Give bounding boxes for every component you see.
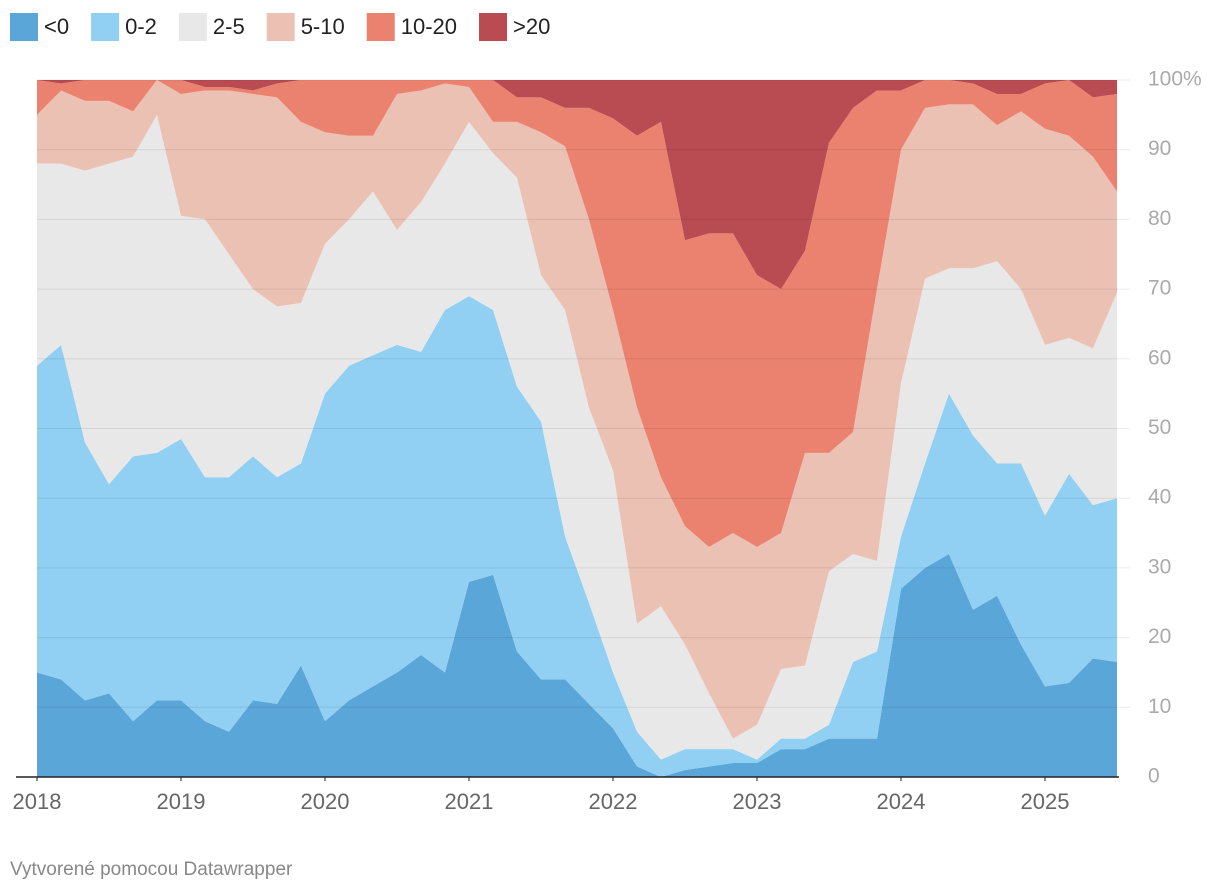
x-tick-label: 2025: [1021, 789, 1070, 814]
y-tick-label: 80: [1148, 207, 1171, 230]
x-tick-label: 2024: [877, 789, 926, 814]
y-tick-label: 40: [1148, 486, 1171, 509]
y-tick-label: 50: [1148, 416, 1171, 439]
legend-label: 5-10: [301, 14, 345, 39]
legend-swatch: [266, 13, 295, 41]
x-tick-label: 2021: [445, 789, 494, 814]
x-tick-label: 2023: [733, 789, 782, 814]
y-tick-label: 100%: [1148, 68, 1202, 91]
y-tick-label: 70: [1148, 277, 1171, 300]
y-tick-label: 10: [1148, 695, 1171, 718]
x-tick-label: 2018: [13, 789, 62, 814]
axes: 0 10 20 30 40 50 60 70 80 90 100% 2018 2019 2020 2021 2…: [10, 13, 1202, 814]
footer: Vytvorené pomocou Datawrapper: [10, 859, 293, 880]
area: [37, 80, 1117, 739]
y-tick-label: 90: [1148, 137, 1171, 160]
legend-label: 10-20: [401, 14, 457, 39]
y-tick-label: 30: [1148, 555, 1171, 578]
area: [37, 80, 1117, 547]
area: [37, 296, 1117, 777]
legend-label: 2-5: [213, 14, 245, 39]
legend-label: >20: [513, 14, 550, 39]
y-tick-label: 0: [1148, 765, 1160, 788]
y-tick-label: 60: [1148, 346, 1171, 369]
area: [37, 114, 1117, 760]
areas: [37, 80, 1117, 777]
legend-label: <0: [44, 14, 69, 39]
x-tick-label: 2022: [589, 789, 638, 814]
legend-swatch: [10, 13, 38, 41]
area: [37, 553, 1117, 777]
legend-swatch: [366, 13, 395, 41]
legend-swatch: [91, 13, 120, 41]
legend-swatch: [479, 13, 508, 41]
legend-swatch: [178, 13, 207, 41]
y-tick-label: 20: [1148, 625, 1171, 648]
legend-label: 0-2: [125, 14, 157, 39]
x-tick-label: 2019: [157, 789, 206, 814]
x-tick-label: 2020: [301, 789, 350, 814]
